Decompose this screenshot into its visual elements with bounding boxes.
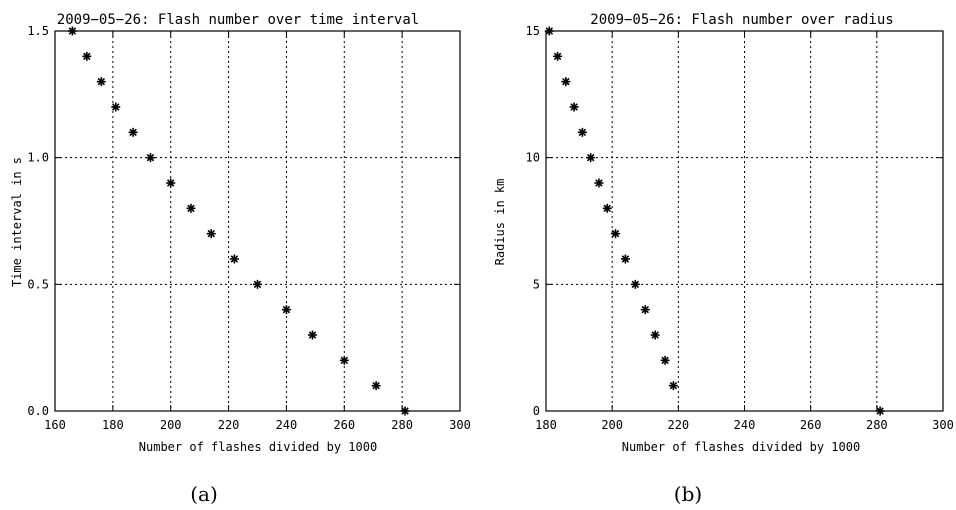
x-axis-label-a: Number of flashes divided by 1000 xyxy=(139,440,377,454)
data-point-b-12 xyxy=(650,330,660,340)
y-axis-label-b: Radius in km xyxy=(493,179,507,266)
chart-panel-b: 2009−05−26: Flash number over radius Num… xyxy=(493,12,954,506)
plot-frame-a xyxy=(54,30,461,412)
panel-caption-b: (b) xyxy=(674,482,702,506)
x-tick-label-a-5: 260 xyxy=(333,418,355,432)
x-tick-label-a-7: 300 xyxy=(449,418,471,432)
x-axis-label-b: Number of flashes divided by 1000 xyxy=(622,440,860,454)
data-point-b-8 xyxy=(610,229,620,239)
data-point-b-9 xyxy=(620,254,630,264)
data-point-a-5 xyxy=(145,153,155,163)
data-point-a-1 xyxy=(82,51,92,61)
y-tick-label-a-2: 1.0 xyxy=(27,151,49,165)
panel-caption-a: (a) xyxy=(190,482,218,506)
chart-panel-a: 2009−05−26: Flash number over time inter… xyxy=(10,12,471,506)
x-tick-label-a-6: 280 xyxy=(391,418,413,432)
data-point-a-7 xyxy=(186,203,196,213)
data-point-b-3 xyxy=(569,102,579,112)
x-tick-label-b-5: 280 xyxy=(866,418,888,432)
data-point-b-0 xyxy=(544,26,554,36)
data-point-b-11 xyxy=(640,305,650,315)
data-point-a-13 xyxy=(339,355,349,365)
data-point-a-6 xyxy=(166,178,176,188)
y-tick-label-b-1: 5 xyxy=(533,277,540,291)
y-tick-label-a-1: 0.5 xyxy=(27,277,49,291)
x-tick-label-b-1: 200 xyxy=(601,418,623,432)
y-tick-label-b-0: 0 xyxy=(533,404,540,418)
data-point-a-15 xyxy=(400,406,410,416)
x-tick-label-a-3: 220 xyxy=(218,418,240,432)
data-point-a-11 xyxy=(281,305,291,315)
x-tick-label-a-0: 160 xyxy=(44,418,66,432)
data-point-b-7 xyxy=(602,203,612,213)
y-tick-label-a-3: 1.5 xyxy=(27,24,49,38)
data-point-a-2 xyxy=(96,77,106,87)
data-point-a-14 xyxy=(371,381,381,391)
data-point-b-5 xyxy=(586,153,596,163)
x-tick-label-b-2: 220 xyxy=(667,418,689,432)
y-tick-label-b-2: 10 xyxy=(526,151,540,165)
x-tick-label-b-0: 180 xyxy=(535,418,557,432)
x-tick-label-b-3: 240 xyxy=(734,418,756,432)
x-tick-label-b-4: 260 xyxy=(800,418,822,432)
x-tick-label-a-4: 240 xyxy=(276,418,298,432)
x-tick-label-a-1: 180 xyxy=(102,418,124,432)
data-point-a-0 xyxy=(67,26,77,36)
data-point-b-6 xyxy=(594,178,604,188)
data-point-a-3 xyxy=(111,102,121,112)
data-point-a-8 xyxy=(206,229,216,239)
x-tick-label-b-6: 300 xyxy=(932,418,954,432)
y-axis-label-a: Time interval in s xyxy=(10,157,24,287)
data-point-b-15 xyxy=(875,406,885,416)
data-point-a-10 xyxy=(253,279,262,289)
data-point-b-13 xyxy=(660,355,670,365)
data-point-b-14 xyxy=(668,381,678,391)
data-point-a-12 xyxy=(307,330,317,340)
data-point-b-4 xyxy=(577,127,587,137)
chart-title-a: 2009−05−26: Flash number over time inter… xyxy=(57,12,419,28)
x-tick-label-a-2: 200 xyxy=(160,418,182,432)
data-point-b-10 xyxy=(630,279,640,289)
data-point-b-1 xyxy=(553,51,563,61)
data-point-a-9 xyxy=(229,254,239,264)
data-point-b-2 xyxy=(561,77,571,87)
y-tick-label-b-3: 15 xyxy=(526,24,540,38)
data-point-a-4 xyxy=(128,127,138,137)
y-tick-label-a-0: 0.0 xyxy=(27,404,49,418)
chart-title-b: 2009−05−26: Flash number over radius xyxy=(590,12,893,28)
